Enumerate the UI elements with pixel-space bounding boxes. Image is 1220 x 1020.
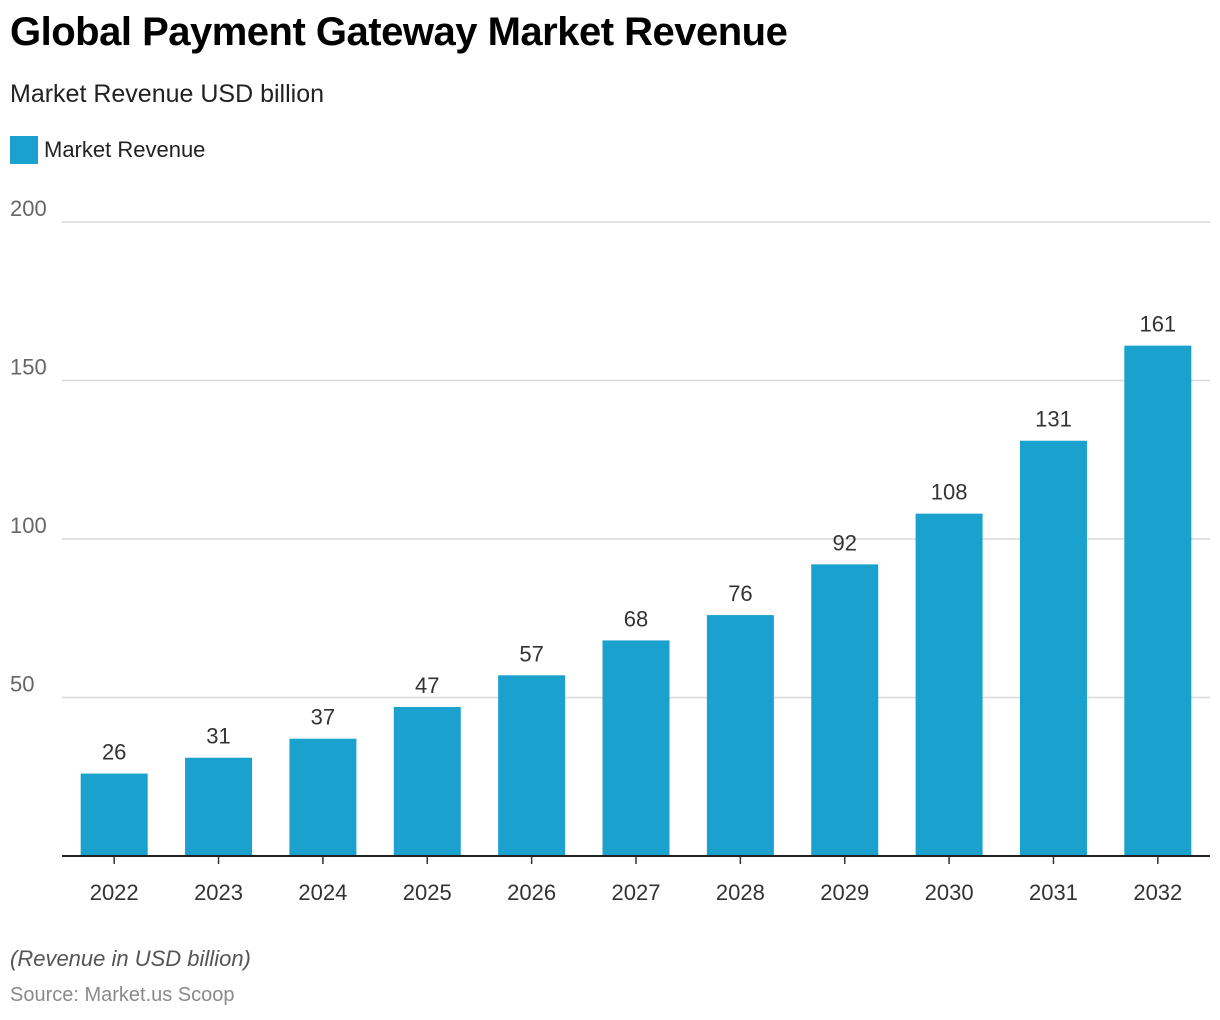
bar [393,707,461,856]
legend: Market Revenue [10,136,205,164]
data-label: 161 [1139,312,1176,337]
x-tick-label: 2030 [925,880,974,905]
x-tick-label: 2028 [716,880,765,905]
legend-label: Market Revenue [44,137,206,162]
bar [289,738,357,856]
data-label: 31 [206,724,230,749]
x-tick-label: 2027 [612,880,661,905]
data-label: 57 [519,641,543,666]
data-label: 131 [1035,407,1072,432]
x-tick-label: 2026 [507,880,556,905]
data-label: 76 [728,581,752,606]
bar [1124,345,1192,856]
chart-note: (Revenue in USD billion) [10,946,251,971]
bar [706,615,774,856]
bar [915,513,983,856]
bar [185,757,253,856]
y-tick-label: 50 [10,672,34,697]
data-label: 26 [102,740,126,765]
x-tick-label: 2029 [820,880,869,905]
data-label: 47 [415,673,439,698]
data-label: 108 [931,480,968,505]
x-tick-label: 2032 [1133,880,1182,905]
x-tick-label: 2025 [403,880,452,905]
x-tick-label: 2031 [1029,880,1078,905]
y-tick-label: 100 [10,513,47,538]
x-tick-label: 2023 [194,880,243,905]
y-tick-label: 200 [10,196,47,221]
data-label: 92 [832,530,856,555]
bar [1019,440,1087,856]
x-tick-label: 2024 [298,880,347,905]
legend-swatch [10,136,38,164]
x-tick-label: 2022 [90,880,139,905]
bar [80,773,148,856]
bar [498,675,566,856]
chart-subtitle: Market Revenue USD billion [10,80,325,108]
chart-title: Global Payment Gateway Market Revenue [10,10,788,54]
data-label: 68 [624,606,648,631]
data-label: 37 [311,705,335,730]
bar [811,564,879,856]
bar [602,640,670,856]
y-tick-label: 150 [10,355,47,380]
chart-source: Source: Market.us Scoop [10,984,235,1006]
